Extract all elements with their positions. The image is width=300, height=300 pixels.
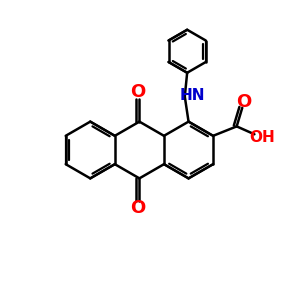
Text: HN: HN — [179, 88, 205, 103]
Text: OH: OH — [249, 130, 275, 145]
Text: O: O — [130, 199, 146, 217]
Text: O: O — [236, 92, 252, 110]
Text: O: O — [130, 83, 146, 101]
